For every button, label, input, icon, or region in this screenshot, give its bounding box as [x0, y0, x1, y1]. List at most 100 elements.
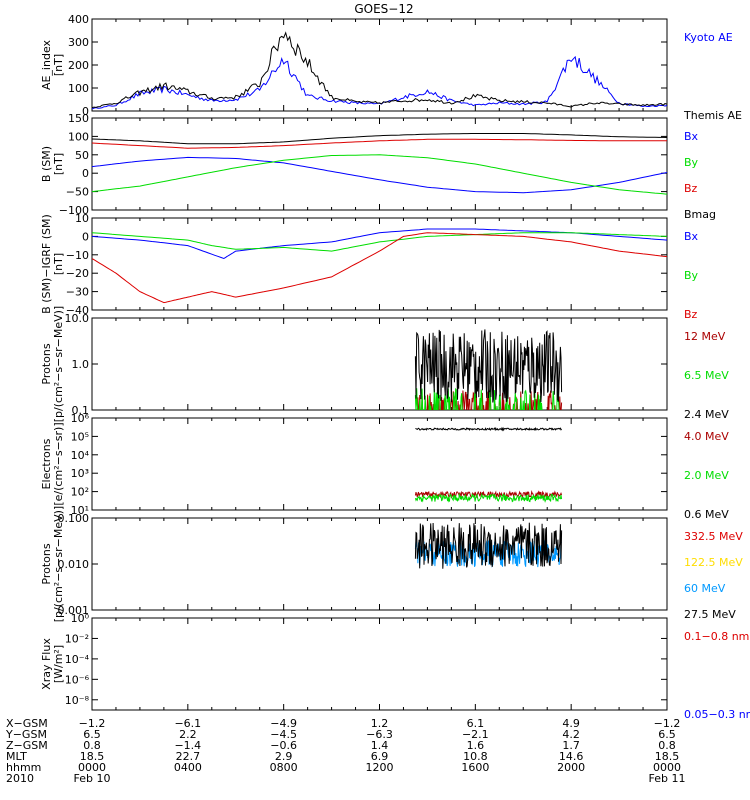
ephemeris-row-label: 2010	[6, 772, 34, 785]
panel-frame	[91, 617, 668, 711]
ephemeris-value: −1.2	[79, 717, 106, 730]
panel-frame	[91, 417, 668, 511]
y-axis-label: Protons	[40, 343, 53, 384]
y-tick-label: −40	[66, 304, 89, 317]
ephemeris-row-label: X−GSM	[6, 717, 48, 730]
series-line	[414, 492, 563, 503]
y-tick-label: 10²	[71, 486, 89, 499]
legend-entry: Bmag	[684, 208, 716, 221]
ephemeris-value: 2.9	[275, 750, 293, 763]
legend-entry: 0.6 MeV	[684, 508, 729, 521]
ephemeris-value: 14.6	[559, 750, 584, 763]
series-line	[414, 490, 563, 500]
y-tick-label: 10⁵	[71, 430, 89, 443]
legend-entry: Bz	[684, 182, 698, 195]
ephemeris-value: −6.1	[174, 717, 201, 730]
y-tick-label: 0.100	[58, 512, 90, 525]
panel-1: 0 100 200 300 400 AE_index [nT] Kyoto AE Themis …	[40, 13, 742, 122]
ephemeris-value: −1.2	[654, 717, 681, 730]
panel-frame	[91, 517, 668, 611]
panel-6: 0.001 0.010 0.100 Protons [p/(cm²−s−sr−MeV)]…	[40, 506, 743, 622]
ephemeris-value: 1.6	[467, 739, 485, 752]
y-tick-label: 0	[82, 105, 89, 118]
ephemeris-value: 0800	[270, 761, 298, 774]
y-tick-label: 200	[68, 59, 89, 72]
ephemeris-value: −2.1	[462, 728, 489, 741]
series-line	[415, 426, 562, 432]
panel-3: −40 −30 −20 −10 0 10 B (SM)−IGRF (SM) [nT] Bx By B…	[40, 212, 699, 321]
y-tick-label: 100	[68, 130, 89, 143]
y-axis-label: AE_index	[40, 39, 53, 90]
y-tick-label: 0.010	[58, 558, 90, 571]
y-tick-label: 10⁻⁶	[65, 673, 90, 686]
y-tick-label: 10¹	[71, 504, 89, 517]
legend-entry: 2.0 MeV	[684, 469, 729, 482]
y-tick-label: −10	[66, 249, 89, 262]
ephemeris-row-label: hhmm	[6, 761, 41, 774]
y-tick-label: 400	[68, 13, 89, 26]
y-axis-label: [W/m²]	[52, 645, 65, 683]
ephemeris-value: 18.5	[80, 750, 105, 763]
legend-entry: 12 MeV	[684, 330, 726, 343]
legend-entry: 0.1−0.8 nm	[684, 630, 749, 643]
ephemeris-value: −4.9	[270, 717, 297, 730]
series-line	[92, 133, 667, 145]
ephemeris-value: 4.9	[562, 717, 580, 730]
y-axis-label: [p/(cm²−s−sr−MeV)]	[52, 506, 65, 622]
panel-frame	[91, 317, 668, 411]
y-axis-label: B (SM)−IGRF (SM)	[40, 214, 53, 314]
y-tick-label: 1.0	[72, 358, 90, 371]
legend-entry: Bz	[684, 308, 698, 321]
y-tick-label: 10	[75, 212, 89, 225]
y-tick-label: 10⁻²	[65, 632, 89, 645]
ephemeris-value: 1.7	[562, 739, 580, 752]
ephemeris-value: 2.2	[179, 728, 197, 741]
legend-entry: 122.5 MeV	[684, 556, 743, 569]
y-tick-label: 0	[82, 230, 89, 243]
y-tick-label: 100	[68, 82, 89, 95]
series-group	[414, 426, 563, 503]
y-axis-label: B (SM)	[40, 146, 53, 182]
ephemeris-value: 1200	[366, 761, 394, 774]
y-axis-label: [nT]	[52, 54, 65, 76]
y-tick-label: 0.1	[72, 404, 90, 417]
y-tick-label: 10⁶	[71, 412, 90, 425]
y-tick-label: −20	[66, 267, 89, 280]
series-line	[92, 156, 667, 194]
y-axis-label: [nT]	[52, 253, 65, 275]
y-tick-label: 10⁰	[71, 612, 90, 625]
ephemeris-value: 0000	[653, 761, 681, 774]
legend-entry: 27.5 MeV	[684, 608, 736, 621]
y-axis-label: Electrons	[40, 438, 53, 489]
ephemeris-value: 6.5	[658, 728, 676, 741]
ephemeris-value: Feb 10	[74, 772, 111, 785]
y-axis-label: Protons	[40, 543, 53, 584]
y-tick-label: −100	[59, 204, 89, 217]
series-group	[414, 329, 563, 410]
ephemeris-value: 22.7	[176, 750, 201, 763]
y-tick-label: 10⁴	[71, 449, 90, 462]
ephemeris-value: 0400	[174, 761, 202, 774]
ephemeris-value: 6.1	[467, 717, 485, 730]
ephemeris-value: 6.5	[83, 728, 101, 741]
plot-title: GOES−12	[354, 2, 413, 16]
ephemeris-value: −0.6	[270, 739, 297, 752]
ephemeris-value: 1.4	[371, 739, 389, 752]
legend-entry: 60 MeV	[684, 582, 726, 595]
y-tick-label: 10⁻⁴	[65, 653, 90, 666]
legend-entry: By	[684, 156, 699, 169]
ephemeris-value: −1.4	[174, 739, 201, 752]
ephemeris-value: Feb 11	[649, 772, 686, 785]
legend-entry: By	[684, 269, 699, 282]
ephemeris-value: 18.5	[655, 750, 680, 763]
y-tick-label: 10³	[71, 467, 89, 480]
ephemeris-row-label: Y−GSM	[5, 728, 47, 741]
series-line	[92, 154, 667, 195]
legend-entry: Bx	[684, 230, 699, 243]
y-tick-label: −30	[66, 286, 89, 299]
series-line	[92, 31, 667, 109]
y-tick-label: 50	[75, 149, 89, 162]
series-line	[92, 55, 667, 110]
panel-4: 0.1 1.0 10.0 Protons [p/(cm²−s−sr−MeV)] 12 Me…	[40, 306, 729, 422]
